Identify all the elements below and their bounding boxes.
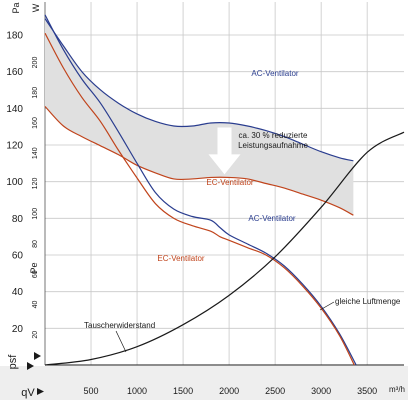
ac-pressure-label: AC-Ventilator — [248, 214, 295, 223]
ec-ventilator-power-curve — [44, 105, 354, 216]
pressure-tick-label: 140 — [6, 104, 23, 115]
reduction-label-line2: Leistungsaufnahme — [238, 141, 308, 150]
pressure-tick-label: 120 — [6, 141, 23, 152]
x-tick-label: 3500 — [357, 386, 377, 396]
x-tick-label: 2500 — [265, 386, 285, 396]
power-reduction-area — [45, 18, 354, 216]
power-reduction-fill — [45, 18, 354, 216]
power-axis-label: Pe — [29, 262, 39, 273]
pressure-axis-label: psf — [7, 354, 19, 370]
pressure-tick-label: 60 — [12, 251, 24, 262]
same-airflow-leader — [319, 301, 335, 311]
pressure-unit-label: Pa — [11, 2, 21, 13]
power-tick-label: 160 — [32, 117, 39, 129]
power-tick-label: 40 — [32, 301, 39, 309]
power-axis-arrow-icon — [34, 352, 41, 360]
x-tick-label: 3000 — [311, 386, 331, 396]
power-tick-label: 20 — [32, 331, 39, 339]
pressure-tick-label: 20 — [12, 324, 24, 335]
ac-power-label: AC-Ventilator — [251, 69, 298, 78]
tauscherwiderstand-pressure-curve — [44, 131, 405, 366]
pressure-tick-label: 40 — [12, 287, 24, 298]
x-tick-label: 2000 — [219, 386, 239, 396]
x-axis-label: qV — [21, 387, 35, 399]
x-tick-label: 500 — [84, 386, 99, 396]
ac-ventilator-power-curve — [44, 18, 354, 162]
pressure-tick-label: 80 — [12, 214, 24, 225]
axis-panel — [0, 0, 45, 365]
reduction-label-line1: ca. 30 % reduzierte — [239, 131, 308, 140]
ec-ventilator-pressure-curve — [44, 32, 355, 366]
x-tick-label: 1000 — [127, 386, 147, 396]
down-arrow-icon — [208, 127, 241, 175]
x-tick-label: 1500 — [173, 386, 193, 396]
x-axis-band — [0, 366, 408, 400]
ec-pressure-label: EC-Ventilator — [157, 254, 204, 263]
pressure-tick-label: 100 — [6, 177, 23, 188]
power-tick-label: 100 — [32, 208, 39, 220]
power-tick-label: 200 — [32, 57, 39, 69]
power-tick-label: 180 — [32, 87, 39, 99]
pressure-tick-label: 160 — [6, 67, 23, 78]
power-unit-label: W — [31, 3, 41, 12]
power-tick-label: 80 — [32, 240, 39, 248]
reduction-arrow — [208, 127, 241, 175]
exchanger-label: Tauscherwiderstand — [84, 321, 155, 330]
tick-labels: 500 1000 1500 2000 2500 3000 3500 20 40 60 80 100 12… — [6, 31, 377, 397]
same-airflow-label: gleiche Luftmenge — [335, 297, 401, 306]
series-lines — [44, 14, 405, 366]
pressure-tick-label: 180 — [6, 31, 23, 42]
x-unit-label: m³/h — [389, 385, 405, 394]
pressure-axis-arrow-icon — [27, 362, 34, 370]
grid — [0, 0, 404, 366]
power-tick-label: 140 — [32, 147, 39, 159]
exchanger-leader — [115, 330, 127, 353]
power-tick-label: 120 — [32, 178, 39, 190]
x-axis-arrow-icon — [37, 388, 44, 395]
ac-ventilator-pressure-curve — [44, 14, 357, 366]
ec-power-label: EC-Ventilator — [206, 178, 253, 187]
power-tick-label: 60 — [32, 270, 39, 278]
